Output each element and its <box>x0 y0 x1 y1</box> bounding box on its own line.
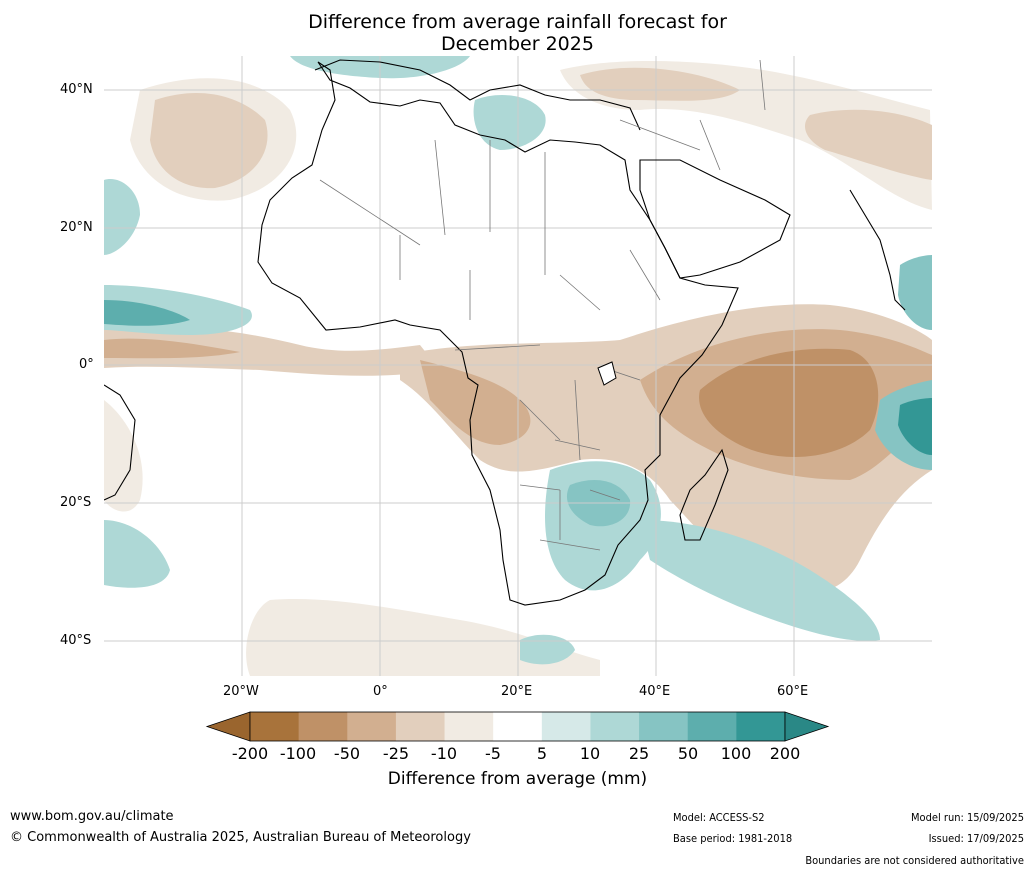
wet-anomaly-southern-ocean <box>520 634 575 665</box>
madagascar-coastline <box>679 448 729 541</box>
border-north-africa <box>319 139 661 320</box>
colorbar-segments <box>249 711 786 742</box>
colorbar-segment <box>298 712 348 741</box>
border-middle-east <box>619 59 766 171</box>
south-america-coastline <box>104 384 136 501</box>
country-borders <box>319 59 766 551</box>
border-southern-africa <box>519 484 621 551</box>
europe-coastline <box>314 59 641 131</box>
dry-anomaly-central-asia <box>805 109 932 180</box>
graticule <box>104 56 932 676</box>
colorbar-segment <box>493 712 543 741</box>
colorbar-tick-label: 50 <box>677 744 699 763</box>
india-coastline <box>849 189 906 311</box>
wet-anomaly-east-indian-ocean-core <box>898 398 932 455</box>
footer-copyright: © Commonwealth of Australia 2025, Austra… <box>10 830 471 845</box>
colorbar-tick-label: -5 <box>485 744 501 763</box>
colorbar-segment <box>250 712 300 741</box>
border-central-africa <box>454 344 641 461</box>
dry-anomaly-indian-ocean-core <box>699 348 879 457</box>
wet-anomaly-mediterranean <box>473 95 546 150</box>
colorbar-tick-label: -10 <box>430 744 458 763</box>
map-title-line1: Difference from average rainfall forecas… <box>308 11 727 33</box>
lat-label-0: 0° <box>79 357 94 372</box>
lake-victoria <box>597 361 617 386</box>
wet-anomaly-west-atlantic <box>104 179 140 255</box>
footer-disclaimer: Boundaries are not considered authoritat… <box>805 854 1024 867</box>
wet-anomaly-bay-of-bengal <box>898 255 932 330</box>
dry-anomaly-middle-east-core <box>580 67 740 101</box>
footer-site-link[interactable]: www.bom.gov.au/climate <box>10 809 174 824</box>
colorbar-segment <box>639 712 689 741</box>
dry-anomaly-north-atlantic-core <box>150 92 268 189</box>
map-title-line2: December 2025 <box>441 33 594 55</box>
colorbar-tick-label: -100 <box>279 744 317 763</box>
lon-label-20w: 20°W <box>223 684 259 699</box>
colorbar-tick-label: 200 <box>769 744 801 763</box>
lon-label-60e: 60°E <box>777 684 809 699</box>
colorbar-tick-label: -25 <box>382 744 410 763</box>
lat-label-20s: 20°S <box>60 495 92 510</box>
lon-label-40e: 40°E <box>639 684 671 699</box>
africa-coastline <box>257 61 739 606</box>
lat-label-20n: 20°N <box>60 220 93 235</box>
footer-model: Model: ACCESS-S2 <box>673 811 765 824</box>
colorbar-segment <box>736 712 786 741</box>
footer-model-run: Model run: 15/09/2025 <box>911 811 1024 824</box>
wet-anomaly-tropical-atlantic-core <box>104 300 190 326</box>
colorbar-tick-label: -200 <box>231 744 269 763</box>
colorbar-tick-label: 25 <box>628 744 650 763</box>
colorbar-tick-label: 5 <box>536 744 548 763</box>
lon-label-20e: 20°E <box>501 684 533 699</box>
colorbar-tick-label: 100 <box>720 744 752 763</box>
lat-label-40n: 40°N <box>60 82 93 97</box>
colorbar-title: Difference from average (mm) <box>387 769 648 789</box>
dry-anomaly-south-atlantic <box>104 400 143 512</box>
map-area <box>104 56 932 676</box>
colorbar-segment <box>687 712 737 741</box>
colorbar-segment <box>395 712 446 741</box>
colorbar-segment <box>347 712 397 741</box>
footer-issued: Issued: 17/09/2025 <box>928 832 1024 845</box>
dry-anomaly-regions <box>104 60 932 676</box>
lat-label-40s: 40°S <box>60 633 92 648</box>
dry-anomaly-equatorial-atlantic-band <box>104 325 440 376</box>
colorbar-tick-label: -50 <box>333 744 361 763</box>
colorbar-segment <box>541 712 591 741</box>
coastlines <box>104 59 906 606</box>
footer-base-period: Base period: 1981-2018 <box>673 832 793 845</box>
wet-anomaly-south-indian-ocean <box>640 520 880 641</box>
lon-label-0: 0° <box>373 684 388 699</box>
wet-anomaly-south-atlantic <box>104 520 170 588</box>
colorbar-tick-label: 10 <box>579 744 601 763</box>
colorbar-under-triangle <box>205 711 251 742</box>
dry-anomaly-equatorial-atlantic-core <box>104 338 240 359</box>
colorbar-segment <box>590 712 640 741</box>
dry-anomaly-congo <box>420 360 531 445</box>
arabian-peninsula-coastline <box>639 159 791 279</box>
colorbar-segment <box>444 712 494 741</box>
colorbar-over-triangle <box>784 711 830 742</box>
dry-anomaly-southern-ocean-band <box>246 599 600 676</box>
colorbar <box>205 711 830 742</box>
